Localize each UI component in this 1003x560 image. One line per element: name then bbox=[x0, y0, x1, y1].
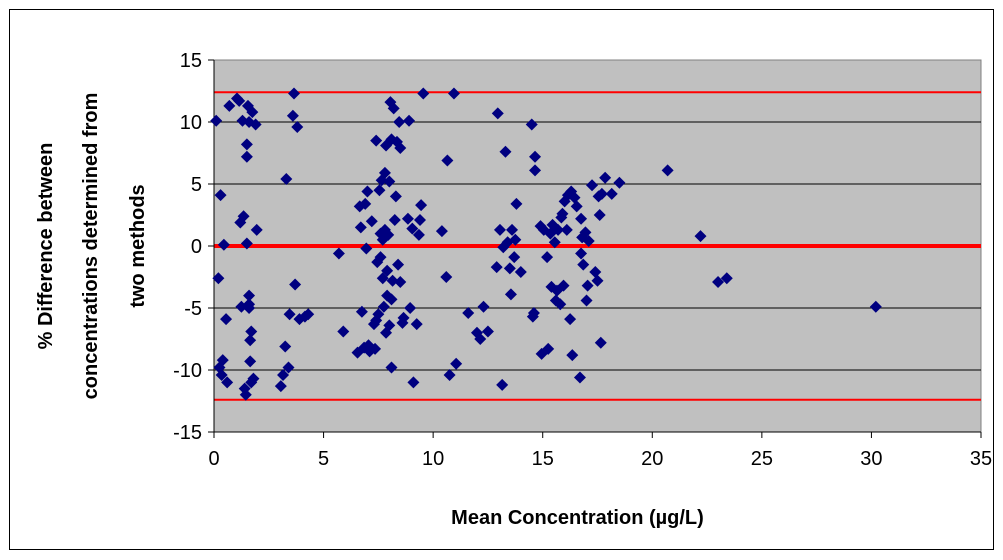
y-tick-label: 15 bbox=[180, 50, 202, 72]
y-axis-title-line: two methods bbox=[127, 184, 149, 307]
x-tick-label: 10 bbox=[422, 448, 444, 470]
x-tick-label: 20 bbox=[641, 448, 663, 470]
chart-frame: -15 -10 -5 0 5 10 15 0 5 10 15 20 25 30 35 Mean Concen… bbox=[9, 9, 994, 550]
x-tick-label: 30 bbox=[860, 448, 882, 470]
x-tick-label: 25 bbox=[751, 448, 773, 470]
y-axis-title-line: concentrations determined from bbox=[80, 93, 102, 400]
y-axis-title-line: % Difference between bbox=[35, 143, 57, 350]
y-tick-label: 0 bbox=[191, 236, 202, 258]
y-tick-label: -15 bbox=[173, 422, 202, 444]
y-tick-label: -10 bbox=[173, 360, 202, 382]
x-tick-label: 5 bbox=[318, 448, 329, 470]
x-tick-label: 0 bbox=[208, 448, 219, 470]
y-tick-label: 10 bbox=[180, 112, 202, 134]
x-tick-label: 15 bbox=[532, 448, 554, 470]
y-axis-title: % Difference between concentrations deter… bbox=[35, 93, 149, 400]
y-tick-label: 5 bbox=[191, 174, 202, 196]
scatter-chart: -15 -10 -5 0 5 10 15 0 5 10 15 20 25 30 35 Mean Concen… bbox=[10, 10, 993, 549]
x-tick-label: 35 bbox=[970, 448, 992, 470]
x-axis-title: Mean Concentration (µg/L) bbox=[451, 507, 704, 529]
y-tick-label: -5 bbox=[184, 298, 202, 320]
